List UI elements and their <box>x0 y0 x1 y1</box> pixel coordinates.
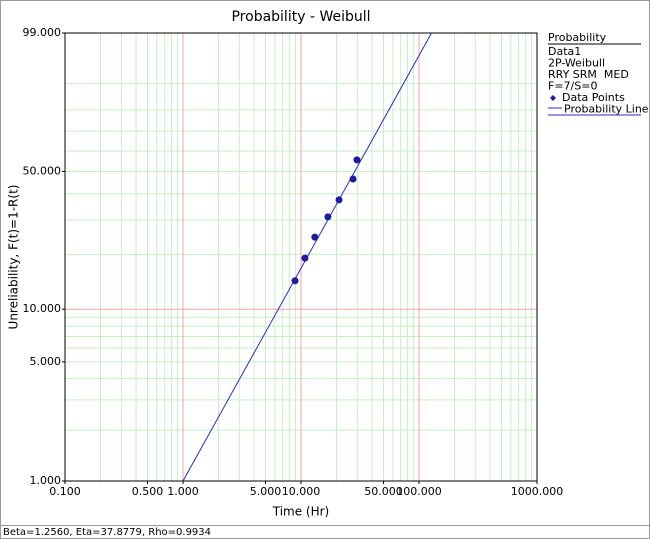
data-point <box>335 196 343 204</box>
x-tick-label: 100.000 <box>396 485 442 498</box>
y-tick-label: 5.000 <box>30 355 62 368</box>
legend-line: RRY SRM MED <box>548 68 629 81</box>
legend-title: Probability <box>548 31 607 44</box>
legend-line: 2P-Weibull <box>548 57 605 70</box>
legend-marker <box>550 95 556 101</box>
x-tick-label: 50.000 <box>364 485 403 498</box>
x-tick-label: 0.100 <box>49 485 81 498</box>
data-point <box>324 213 332 221</box>
x-tick-label: 5.000 <box>250 485 282 498</box>
y-axis-label: Unreliability, F(t)=1-R(t) <box>7 185 21 330</box>
grid <box>65 33 537 481</box>
y-tick-label: 1.000 <box>30 474 62 487</box>
x-tick-label: 10.000 <box>282 485 321 498</box>
y-tick-label: 10.000 <box>23 302 62 315</box>
x-tick-label: 0.500 <box>132 485 164 498</box>
y-tick-label: 50.000 <box>23 164 62 177</box>
legend-label: Data Points <box>562 91 625 104</box>
data-point <box>349 175 357 183</box>
data-point <box>301 254 309 262</box>
chart-title: Probability - Weibull <box>231 9 370 25</box>
x-tick-label: 1.000 <box>167 485 199 498</box>
x-axis-label: Time (Hr) <box>272 505 330 519</box>
y-tick-label: 99.000 <box>23 26 62 39</box>
data-point <box>311 233 319 241</box>
x-tick-label: 1000.000 <box>511 485 564 498</box>
legend-line: F=7/S=0 <box>548 80 597 93</box>
legend-label: Probability Line <box>564 103 649 116</box>
status-text: Beta=1.2560, Eta=37.8779, Rho=0.9934 <box>3 527 211 538</box>
data-point <box>353 156 361 164</box>
legend-line: Data1 <box>548 45 581 58</box>
data-point <box>291 277 299 285</box>
